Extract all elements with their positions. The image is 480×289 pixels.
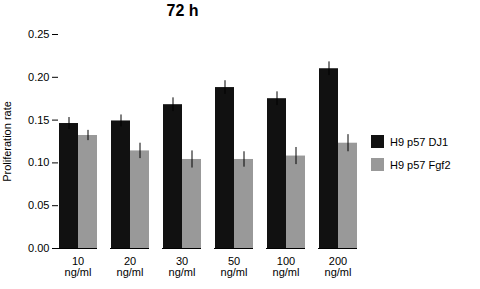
svg-text:10ng/ml: 10ng/ml [65,255,92,278]
svg-text:0.20: 0.20 [28,71,49,83]
html-text:H9 p57 DJ1: H9 p57 DJ1 [390,135,449,148]
html-text:72 h: 72 h [166,2,199,19]
svg-text:0.05: 0.05 [28,199,49,211]
svg-text:0.15: 0.15 [28,114,49,126]
html-text:H9 p57 Fgf2: H9 p57 Fgf2 [390,158,451,171]
svg-text:20ng/ml: 20ng/ml [117,255,144,278]
svg-text:200ng/ml: 200ng/ml [325,255,352,278]
svg-text:0.10: 0.10 [28,156,49,168]
svg-text:Proliferation rate: Proliferation rate [1,101,13,182]
svg-text:30ng/ml: 30ng/ml [169,255,196,278]
svg-text:50ng/ml: 50ng/ml [221,255,248,278]
svg-text:0.00: 0.00 [28,242,49,254]
svg-text:100ng/ml: 100ng/ml [273,255,300,278]
svg-text:0.25: 0.25 [28,28,49,40]
